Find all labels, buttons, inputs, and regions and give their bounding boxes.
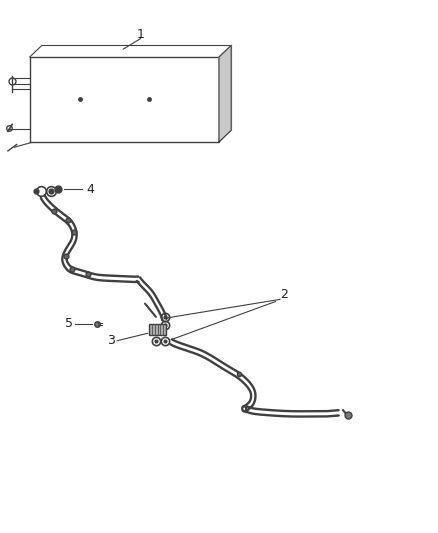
- Text: 1: 1: [137, 28, 145, 41]
- Polygon shape: [219, 45, 231, 142]
- Bar: [149, 324, 166, 335]
- Text: 5: 5: [65, 317, 73, 330]
- Text: 4: 4: [87, 183, 95, 196]
- Text: 2: 2: [280, 288, 288, 301]
- Text: 3: 3: [107, 334, 115, 347]
